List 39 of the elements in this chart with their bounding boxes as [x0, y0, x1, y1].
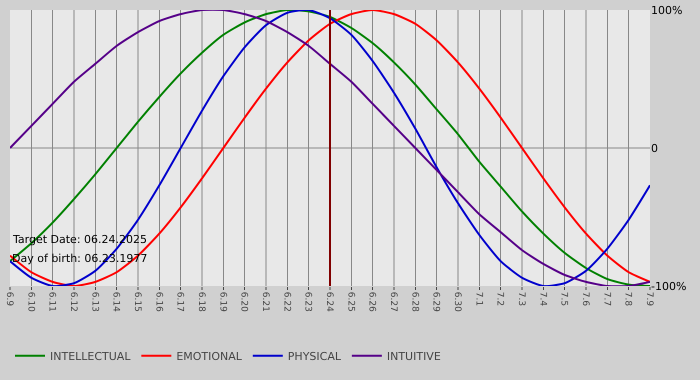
x-tick-label: 7.9: [644, 292, 654, 306]
x-tick-label: 6.11: [46, 292, 57, 312]
x-tick-label: 6.15: [132, 292, 142, 312]
legend-label: EMOTIONAL: [176, 350, 243, 363]
x-tick-label: 6.23: [302, 292, 313, 312]
x-tick-label: 7.4: [537, 292, 548, 306]
x-tick-label: 6.21: [260, 292, 270, 312]
legend-label: INTUITIVE: [386, 350, 441, 363]
x-tick-label: 7.6: [580, 292, 590, 306]
x-tick-label: 6.17: [174, 292, 185, 312]
x-tick-label: 6.14: [110, 292, 121, 312]
x-tick-label: 6.12: [68, 292, 78, 312]
x-tick-label: 7.3: [516, 292, 526, 306]
y-tick-label: 0: [651, 142, 658, 155]
x-tick-label: 6.26: [366, 292, 377, 312]
x-tick-label: 7.8: [622, 292, 633, 306]
x-tick-label: 6.22: [281, 292, 292, 312]
x-tick-label: 6.28: [409, 292, 420, 312]
x-tick-label: 7.2: [494, 292, 505, 306]
x-tick-label: 6.18: [196, 292, 206, 312]
x-tick-label: 6.25: [345, 292, 356, 312]
x-tick-label: 6.13: [89, 292, 100, 312]
line-series: [10, 10, 650, 286]
x-tick-label: 6.27: [388, 292, 398, 312]
x-tick-label: 6.19: [217, 292, 228, 312]
x-tick-label: 6.10: [25, 292, 36, 312]
legend-label: INTELLECTUAL: [50, 350, 132, 363]
y-tick-label: 100%: [651, 4, 682, 17]
x-tick-label: 7.7: [601, 292, 612, 306]
x-tick-label: 7.5: [558, 292, 569, 306]
x-tick-label: 6.29: [430, 292, 441, 312]
x-tick-label: 6.20: [238, 292, 249, 312]
x-tick-label: 6.30: [452, 292, 462, 312]
x-tick-label: 6.9: [4, 292, 14, 306]
x-tick-label: 6.16: [153, 292, 164, 312]
x-tick-label: 6.24: [324, 292, 334, 312]
x-tick-label: 7.1: [473, 292, 484, 306]
legend-label: PHYSICAL: [288, 350, 342, 363]
y-tick-label: -100%: [651, 280, 686, 293]
